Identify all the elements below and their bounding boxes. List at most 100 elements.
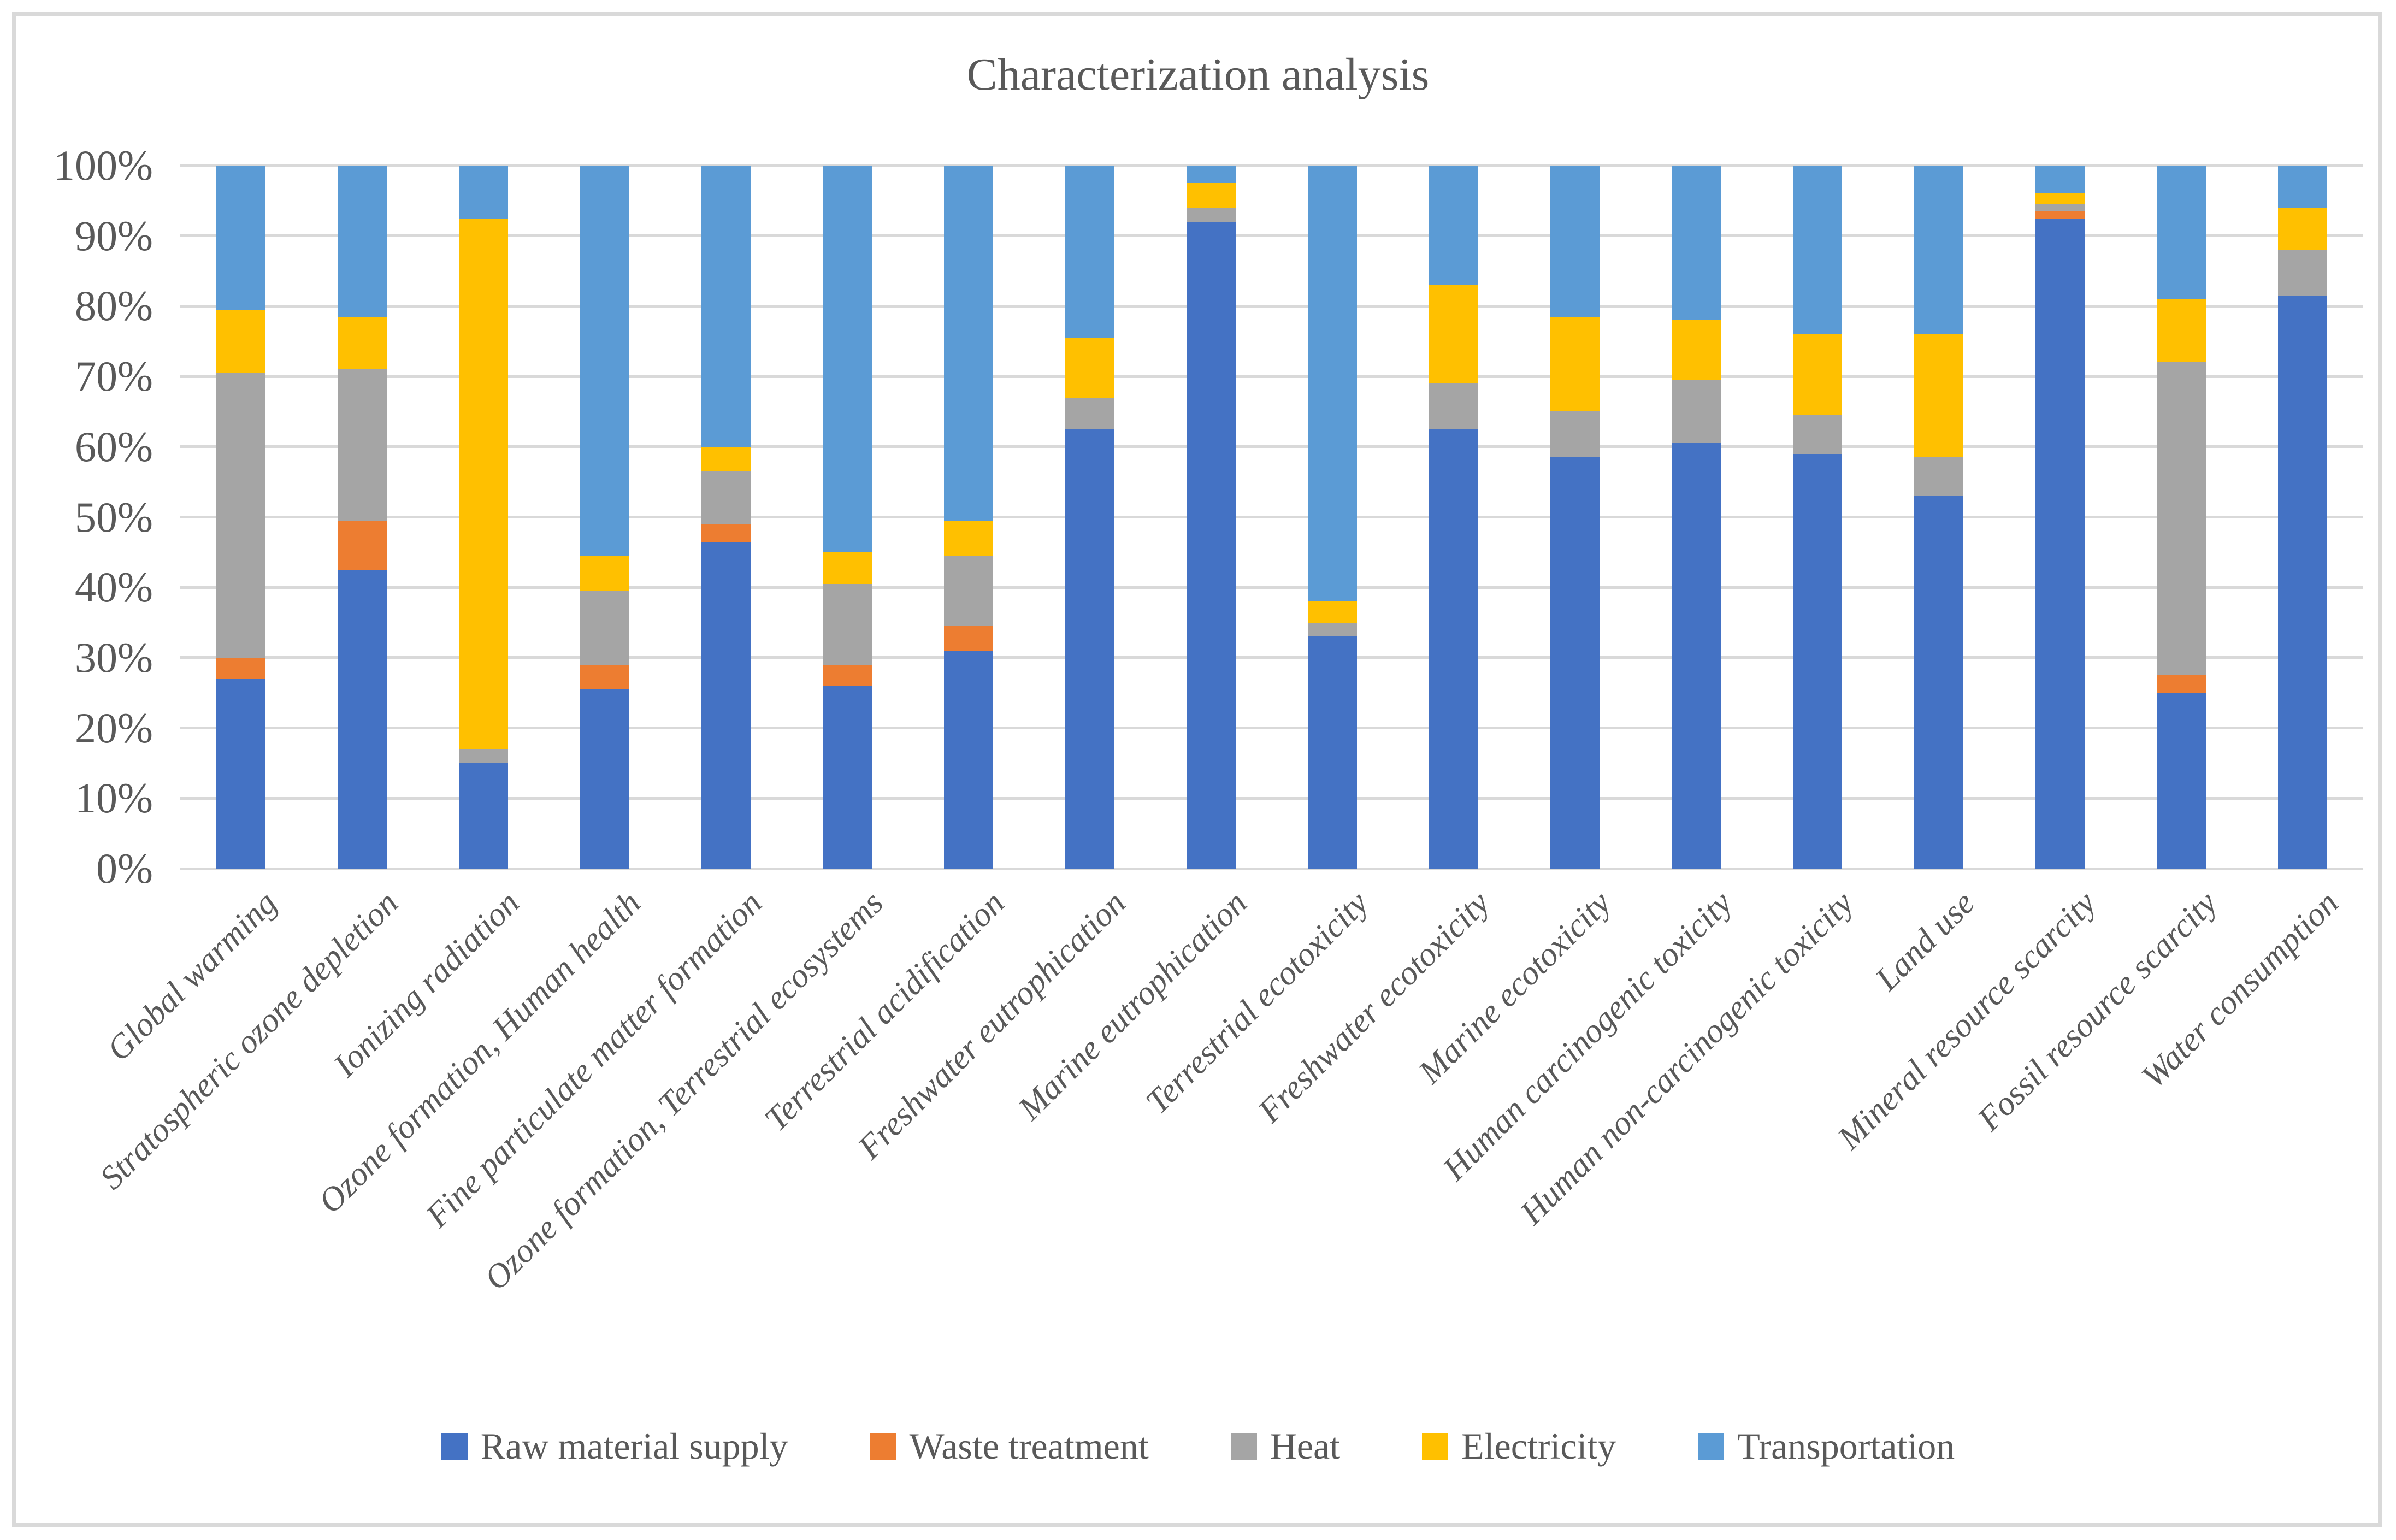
legend-label: Electricity [1461,1425,1616,1467]
bar-segment [2157,362,2206,675]
legend-item: Raw material supply [441,1425,788,1468]
bar-segment [701,447,751,471]
bar-segment [1065,338,1114,398]
bar-segment [216,373,265,658]
y-axis-tick-label: 40% [75,563,153,611]
bar-segment [823,552,872,584]
bar-segment [216,166,265,310]
gridline [180,586,2363,589]
bar-segment [1308,623,1357,636]
bar-segment [1429,166,1478,285]
legend-swatch-icon [1698,1433,1725,1460]
bar-segment [580,556,629,591]
y-axis-tick-label: 10% [75,774,153,822]
bar-segment [2035,204,2085,211]
bar-segment [459,219,508,749]
bar-segment [580,591,629,665]
bar-segment [823,665,872,686]
bar-segment [338,369,387,521]
bar-segment [1308,166,1357,601]
gridline [180,868,2363,870]
gridline [180,727,2363,729]
bar-segment [1308,636,1357,869]
bar-segment [1550,317,1600,411]
gridline [180,656,2363,659]
bar-segment [1550,457,1600,869]
bar-segment [1793,454,1842,869]
gridline [180,164,2363,167]
bar-segment [580,689,629,869]
y-axis-tick-label: 100% [54,141,153,189]
bar-segment [580,665,629,689]
bar-segment [338,166,387,317]
bar-segment [1429,285,1478,383]
legend-item: Heat [1230,1425,1340,1468]
bar-segment [1187,208,1236,222]
bar-segment [338,570,387,869]
bar-segment [2035,193,2085,204]
y-axis-tick-label: 0% [96,845,153,892]
bar-segment [2157,166,2206,299]
gridline [180,516,2363,518]
y-axis-tick-label: 50% [75,493,153,541]
bar-segment [944,166,993,521]
bar-segment [1065,398,1114,429]
y-axis-tick-label: 90% [75,212,153,259]
bar-segment [944,521,993,556]
bar-segment [338,521,387,570]
bar-segment [701,524,751,542]
bar-segment [2157,675,2206,693]
bar-segment [1308,601,1357,623]
bar-segment [823,584,872,665]
bar-segment [1550,411,1600,457]
bar-segment [1672,443,1721,869]
legend-label: Transportation [1737,1425,1955,1467]
legend-label: Waste treatment [909,1425,1149,1467]
bar-segment [944,556,993,626]
bar-segment [1914,334,1963,457]
bar-segment [338,317,387,369]
chart-title: Characterization analysis [966,49,1430,100]
legend-item: Transportation [1698,1425,1955,1468]
bar-segment [2278,296,2327,869]
bar-segment [1429,383,1478,429]
bar-segment [459,749,508,763]
legend-swatch-icon [1422,1433,1449,1460]
bar-segment [1550,166,1600,317]
bar-segment [2157,693,2206,869]
legend-swatch-icon [441,1433,468,1460]
bar-segment [1187,183,1236,208]
y-axis-tick-label: 60% [75,423,153,470]
gridline [180,797,2363,800]
bar-segment [701,471,751,524]
gridline [180,375,2363,378]
bar-segment [823,686,872,869]
bar-segment [1914,457,1963,496]
bar-segment [459,763,508,869]
legend: Raw material supply Waste treatment Heat El… [0,1425,2396,1468]
y-axis-tick-label: 20% [75,704,153,752]
bar-segment [1187,222,1236,869]
bar-segment [1793,415,1842,454]
bar-segment [1793,166,1842,334]
bar-segment [2035,166,2085,193]
plot-area [180,164,2363,870]
bar-segment [1914,496,1963,869]
bar-segment [2035,219,2085,869]
legend-swatch-icon [1230,1433,1257,1460]
bar-segment [216,679,265,869]
bar-segment [2278,208,2327,250]
bar-segment [216,658,265,679]
bar-segment [2157,299,2206,362]
bar-segment [2278,166,2327,208]
bar-segment [459,166,508,219]
bar-segment [1672,166,1721,320]
bar-segment [823,166,872,552]
bar-segment [944,651,993,869]
bar-segment [2278,250,2327,296]
y-axis-tick-label: 70% [75,352,153,400]
bar-segment [1187,166,1236,183]
bar-segment [1672,380,1721,443]
legend-item: Electricity [1422,1425,1616,1468]
